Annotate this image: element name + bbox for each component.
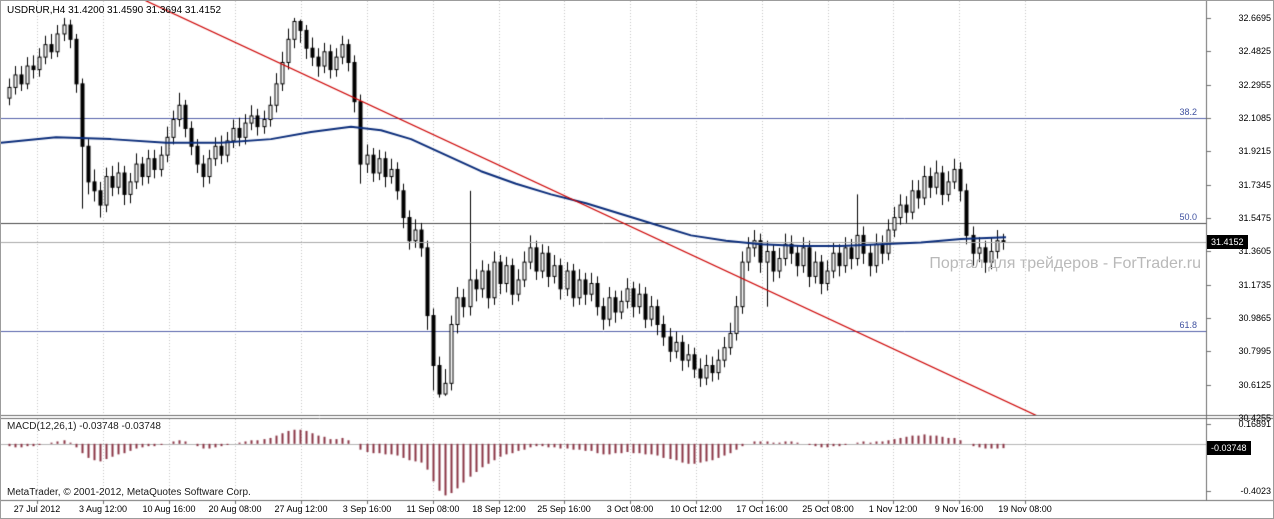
price-tick-label: 30.6125	[1238, 379, 1271, 390]
price-tick-label: 32.1085	[1238, 113, 1271, 123]
macd-current-value-badge: -0.03748	[1207, 441, 1251, 456]
chart-title: USDRUR,H4 31.4200 31.4590 31.3694 31.415…	[7, 5, 222, 16]
price-tick-label: 30.7995	[1238, 346, 1271, 357]
time-tick-label: 3 Sep 16:00	[342, 504, 392, 514]
time-tick-label: 10 Aug 16:00	[142, 504, 196, 514]
price-tick-label: 31.1735	[1238, 279, 1271, 290]
time-tick-label: 18 Sep 12:00	[472, 504, 526, 514]
time-tick-label: 3 Aug 12:00	[78, 504, 128, 514]
time-tick-label: 3 Oct 08:00	[606, 504, 654, 514]
price-tick-label: 31.3605	[1238, 246, 1271, 257]
price-tick-label: 30.9865	[1238, 313, 1271, 323]
time-scale[interactable]: 27 Jul 2012 3 Aug 12:00 10 Aug 16:00 20 Aug…	[1, 500, 1273, 518]
price-scale[interactable]: 31.4152 -0.03748 32.6695 32.4825 32.2955 32…	[1207, 1, 1273, 500]
macd-tick-label: -0.4023	[1240, 486, 1271, 496]
price-tick-label: 31.9215	[1238, 146, 1271, 157]
time-tick-label: 27 Aug 12:00	[274, 504, 328, 514]
price-tick-label: 32.4825	[1238, 46, 1271, 57]
fib-level-618-label: 61.8	[1179, 319, 1197, 330]
time-tick-label: 19 Nov 08:00	[998, 504, 1052, 514]
time-tick-label: 25 Sep 16:00	[537, 504, 591, 514]
time-tick-label: 17 Oct 16:00	[736, 504, 788, 514]
time-tick-label: 10 Oct 12:00	[670, 504, 722, 514]
fib-level-382-label: 38.2	[1179, 107, 1197, 117]
price-tick-label: 31.5475	[1238, 213, 1271, 223]
watermark: Портал для трейдеров - ForTrader.ru	[929, 255, 1201, 272]
time-tick-label: 20 Aug 08:00	[208, 504, 262, 514]
copyright-notice: MetaTrader, © 2001-2012, MetaQuotes Soft…	[7, 487, 251, 498]
price-tick-label: 32.6695	[1238, 13, 1271, 23]
price-tick-label: 30.4255	[1238, 413, 1271, 423]
current-price-badge: 31.4152	[1207, 234, 1248, 249]
time-tick-label: 1 Nov 12:00	[868, 504, 918, 514]
time-tick-label: 25 Oct 08:00	[802, 504, 854, 514]
price-tick-label: 32.2955	[1238, 79, 1271, 90]
macd-indicator-label: MACD(12,26,1) -0.03748 -0.03748	[7, 421, 161, 432]
fib-level-500-label: 50.0	[1179, 212, 1197, 223]
time-tick-label: 27 Jul 2012	[13, 504, 61, 514]
price-tick-label: 31.7345	[1238, 179, 1271, 190]
time-tick-label: 11 Sep 08:00	[406, 504, 460, 514]
macd-tick-label: 0.16891	[1238, 419, 1271, 429]
time-tick-label: 9 Nov 16:00	[934, 504, 984, 514]
